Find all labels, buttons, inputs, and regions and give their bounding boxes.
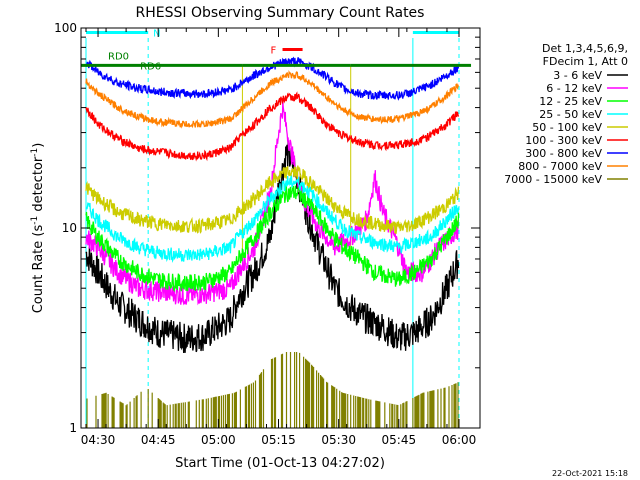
series-6-12-kev [85,102,460,306]
x-tick-label: 04:45 [141,433,176,447]
legend-label: 100 - 300 keV [525,134,602,147]
series-line [85,173,460,264]
series-800-7000-kev [85,69,460,129]
legend-label: 7000 - 15000 keV [504,173,602,186]
legend-label: 12 - 25 keV [539,95,602,108]
legend-label: 6 - 12 keV [546,82,602,95]
y-tick-label: 10 [62,221,77,235]
series-line [85,102,460,306]
series-25-50-kev [85,173,460,264]
x-axis: 04:30 04:45 05:00 05:15 05:30 05:45 06:00 [81,28,477,447]
chart-title: RHESSI Observing Summary Count Rates [136,5,425,21]
rd6-label: RD6 [140,61,161,72]
series-100-300-kev [85,91,460,162]
x-axis-label: Start Time (01-Oct-13 04:27:02) [175,456,385,471]
legend-header-detectors: Det 1,3,4,5,6,9, [542,42,628,55]
series-300-800-kev [85,56,460,101]
series-bars [86,352,459,428]
series-line [85,91,460,162]
legend-label: 50 - 100 keV [532,121,602,134]
legend-label: 800 - 7000 keV [518,160,602,173]
legend-label: 3 - 6 keV [553,69,602,82]
series-line [85,184,460,293]
x-tick-label: 05:30 [321,433,356,447]
x-tick-label: 04:30 [81,433,116,447]
legend: Det 1,3,4,5,6,9, FDecim 1, Att 0 3 - 6 k… [504,42,628,186]
flare-label: F [271,45,277,56]
y-axis-label: Count Rate (s-1 detector-1) [30,143,46,314]
night-label: N [153,28,160,39]
plot-area: N F RD0 RD6 [81,28,472,428]
x-tick-label: 06:00 [442,433,477,447]
series-line [85,140,460,354]
x-tick-label: 05:15 [261,433,296,447]
series-3-6-kev [85,140,460,354]
y-axis: 1 10 100 [54,21,480,435]
legend-label: 300 - 800 keV [525,147,602,160]
legend-label: 25 - 50 keV [539,108,602,121]
series-line [85,165,460,234]
rd0-label: RD0 [108,51,129,62]
series-7000-15000-kev [86,352,459,428]
x-tick-label: 05:45 [382,433,417,447]
footer-date: 22-Oct-2021 15:18 [552,469,628,478]
series-50-100-kev [85,165,460,234]
y-tick-label: 1 [69,421,77,435]
legend-header-decim: FDecim 1, Att 0 [543,55,628,68]
y-tick-label: 100 [54,21,77,35]
series-line [85,69,460,129]
series-line [85,56,460,101]
series-12-25-kev [85,184,460,293]
x-tick-label: 05:00 [201,433,236,447]
